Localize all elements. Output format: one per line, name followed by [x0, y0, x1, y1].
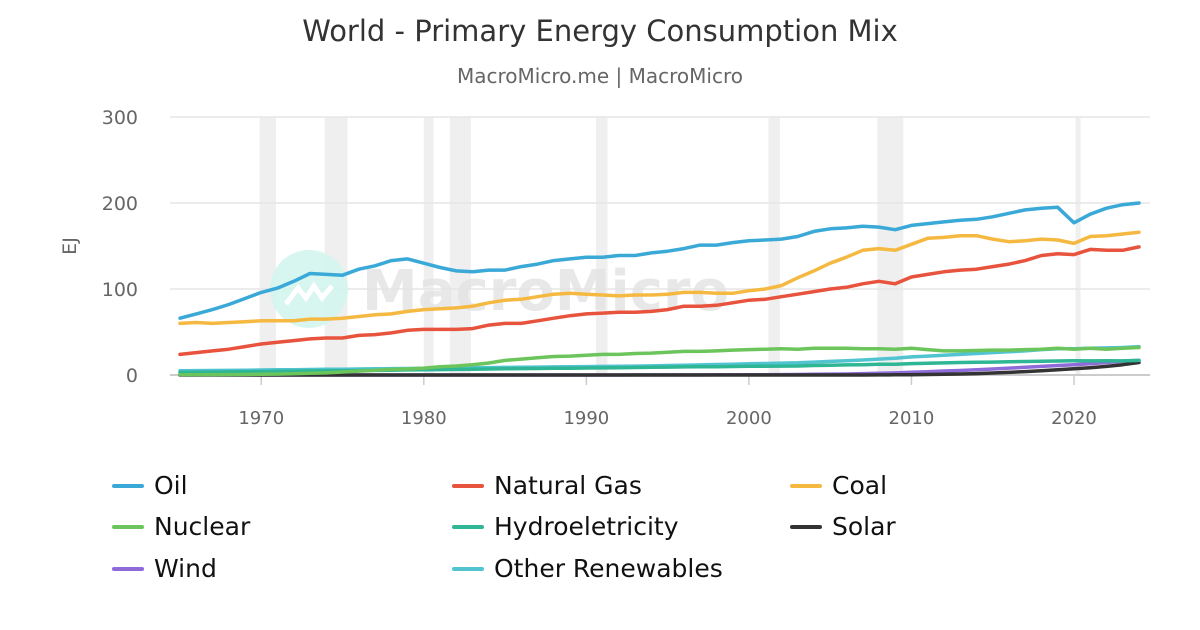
- legend-label: Oil: [154, 471, 188, 500]
- series-line-natural-gas: [178, 245, 1141, 357]
- recession-band: [1075, 117, 1081, 375]
- recession-band: [423, 117, 434, 375]
- legend-swatch: [452, 524, 484, 529]
- watermark-text: MacroMicro: [362, 259, 729, 324]
- legend-item-coal[interactable]: Coal: [790, 471, 887, 500]
- recession-band: [449, 117, 471, 375]
- chart-subtitle: MacroMicro.me | MacroMicro: [457, 64, 743, 88]
- x-tick-label: 2010: [889, 408, 935, 429]
- y-tick-label: 0: [126, 365, 138, 387]
- legend-item-other-renewables[interactable]: Other Renewables: [452, 554, 723, 583]
- series-line-coal: [178, 230, 1141, 326]
- legend-swatch: [790, 483, 822, 488]
- legend-swatch: [452, 483, 484, 488]
- legend-item-solar[interactable]: Solar: [790, 512, 896, 541]
- legend-label: Coal: [832, 471, 888, 500]
- recession-band: [768, 117, 780, 375]
- series-line-oil: [178, 201, 1141, 320]
- x-tick-label: 1980: [401, 408, 447, 429]
- chart-title: World - Primary Energy Consumption Mix: [302, 14, 898, 48]
- legend-item-nuclear[interactable]: Nuclear: [112, 512, 250, 541]
- legend-swatch: [790, 524, 822, 529]
- y-tick-label: 100: [102, 279, 138, 301]
- x-tick-label: 1990: [563, 408, 609, 429]
- x-tick-label: 2000: [726, 408, 772, 429]
- recession-band: [877, 117, 904, 375]
- legend-label: Nuclear: [154, 512, 251, 541]
- recession-band: [596, 117, 608, 375]
- legend-label: Hydroeletricity: [494, 512, 679, 541]
- legend-swatch: [112, 483, 144, 488]
- watermark-logo-icon: [284, 281, 334, 306]
- y-tick-label: 200: [102, 193, 138, 215]
- legend-item-natural-gas[interactable]: Natural Gas: [452, 471, 642, 500]
- x-tick-label: 1970: [238, 408, 284, 429]
- legend-swatch: [112, 524, 144, 529]
- legend-label: Other Renewables: [494, 554, 723, 583]
- legend-label: Wind: [154, 554, 217, 583]
- legend-label: Natural Gas: [494, 471, 642, 500]
- legend-swatch: [112, 566, 144, 571]
- legend-label: Solar: [832, 512, 896, 541]
- series-line-nuclear: [178, 345, 1141, 377]
- legend-item-wind[interactable]: Wind: [112, 554, 217, 583]
- recession-band: [259, 117, 276, 375]
- y-axis-label: EJ: [59, 237, 81, 255]
- x-tick-label: 2020: [1051, 408, 1097, 429]
- series-line-solar: [178, 360, 1141, 377]
- y-tick-label: 300: [102, 107, 138, 129]
- legend-item-hydroeletricity[interactable]: Hydroeletricity: [452, 512, 679, 541]
- legend-item-oil[interactable]: Oil: [112, 471, 188, 500]
- legend-swatch: [452, 566, 484, 571]
